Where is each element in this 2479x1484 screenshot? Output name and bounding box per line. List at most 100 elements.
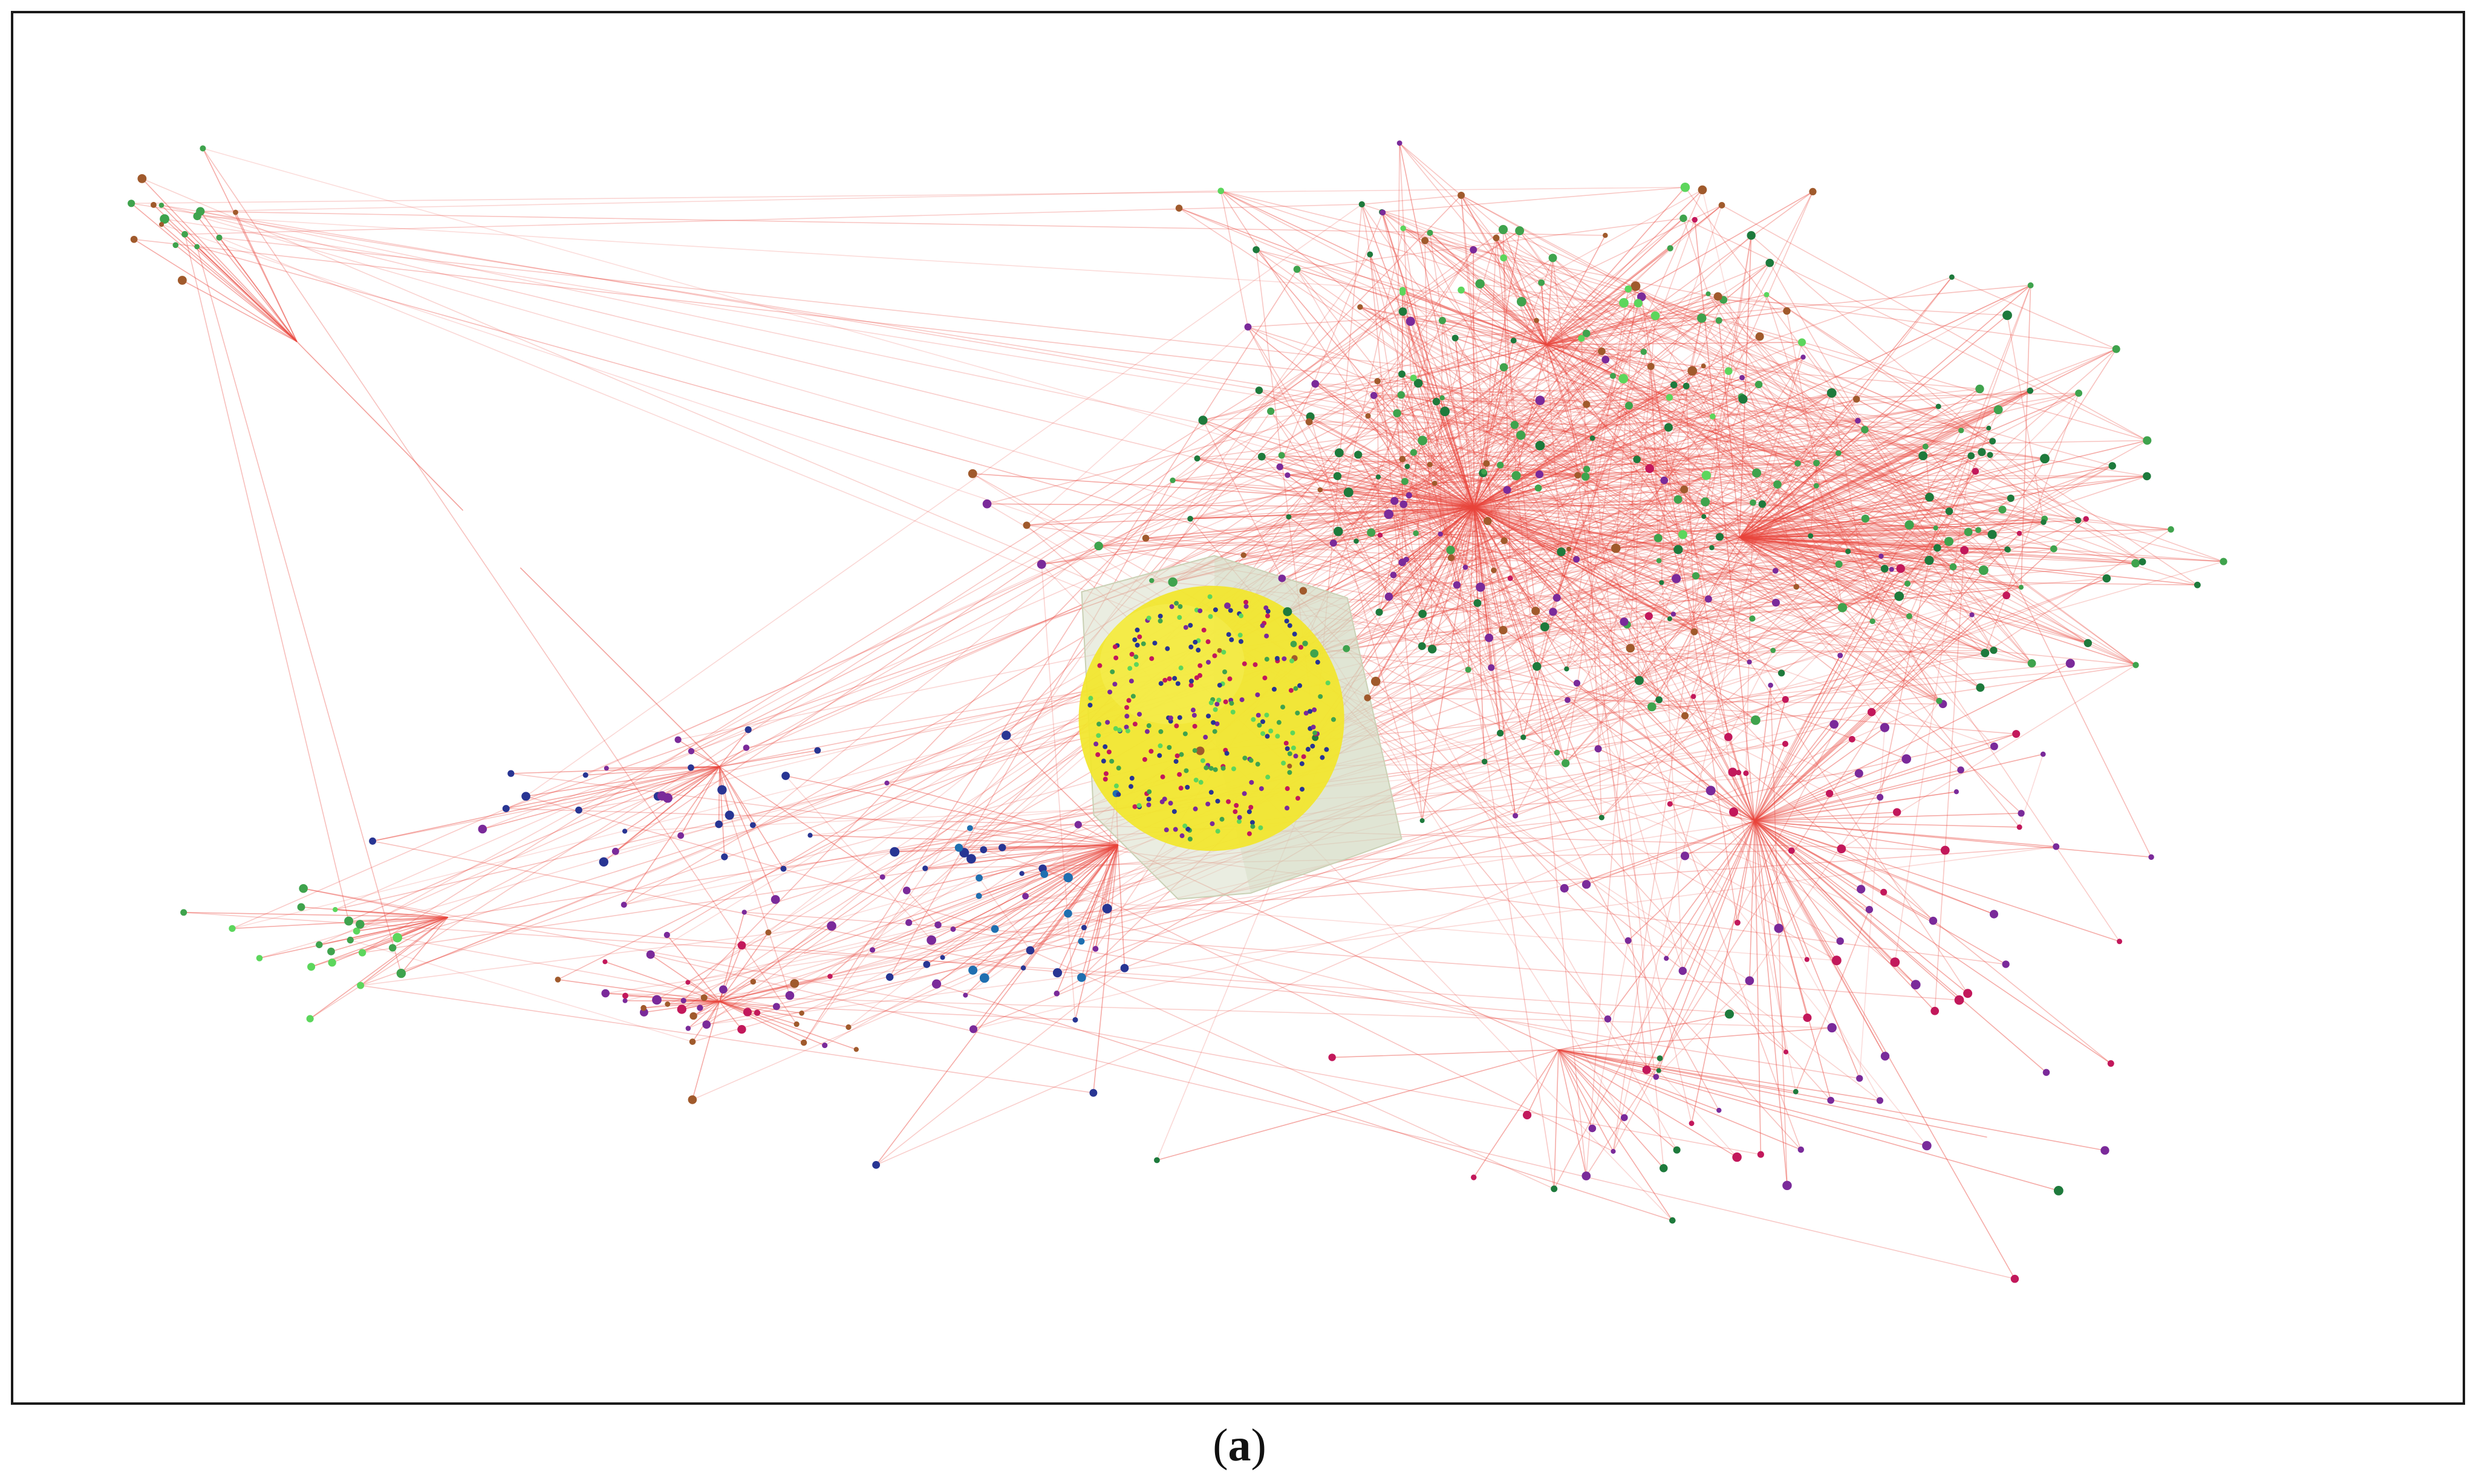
network-node (890, 847, 900, 857)
network-edge (1684, 357, 1804, 716)
network-edge (1348, 370, 1729, 493)
network-edge (1378, 351, 1603, 613)
network-edge (1357, 454, 1389, 515)
network-edge (1473, 1049, 1559, 1178)
network-node (2143, 436, 2152, 445)
network-edge (232, 337, 1582, 929)
network-node (582, 772, 588, 778)
network-edge (1739, 510, 1950, 538)
network-node (200, 145, 206, 152)
network-edge (331, 917, 448, 952)
network-node (1510, 337, 1517, 344)
network-edge (1648, 616, 1756, 821)
network-edge (1373, 395, 1516, 816)
network-edge (1402, 227, 2148, 441)
network-node (1534, 484, 1542, 492)
network-edge (1692, 370, 2224, 562)
network-edge (131, 186, 1686, 204)
network-edge (200, 210, 1892, 570)
network-edge (1585, 316, 1656, 1176)
network-edge (907, 844, 1118, 891)
network-node (1240, 552, 1246, 558)
network-edge (1705, 501, 1740, 538)
network-edge (1338, 452, 1451, 559)
network-node (1357, 304, 1363, 310)
network-node (1836, 450, 1842, 457)
network-node (1511, 470, 1521, 481)
network-node (1724, 1009, 1735, 1019)
network-edge (1754, 743, 1786, 821)
network-edge (752, 292, 1403, 826)
network-edge (131, 203, 298, 342)
network-edge (1612, 342, 1803, 1152)
network-node (1238, 639, 1243, 644)
network-edge (657, 766, 720, 797)
network-edge (1535, 348, 2117, 611)
network-node (1969, 612, 1975, 617)
network-node (1771, 598, 1780, 607)
network-edge (161, 204, 1757, 474)
network-edge (1676, 529, 2171, 579)
network-edge (1474, 472, 1757, 508)
network-edge (1473, 437, 1593, 508)
network-node (1496, 729, 1504, 737)
network-edge (197, 215, 298, 342)
network-node (328, 958, 336, 967)
network-edge (1434, 483, 1474, 508)
network-node (1565, 697, 1571, 703)
figure-caption: (a) (0, 1418, 2479, 1473)
network-edge (650, 954, 720, 1002)
network-edge (1566, 191, 1814, 669)
network-edge (1473, 507, 1536, 611)
network-edge (1754, 470, 1976, 821)
network-node (1855, 417, 1861, 424)
network-node (1813, 483, 1819, 489)
network-node (622, 998, 628, 1003)
network-node (1217, 683, 1222, 688)
network-edge (1723, 299, 2008, 316)
network-node (1619, 298, 1629, 308)
network-edge (1496, 238, 1660, 700)
network-edge (1739, 390, 2031, 538)
network-edge (1399, 143, 1687, 387)
network-node (827, 921, 836, 931)
network-node (1601, 356, 1610, 363)
network-node (1315, 660, 1320, 665)
network-edge (1006, 735, 1118, 845)
network-edge (1287, 474, 1474, 508)
network-node (1535, 395, 1545, 405)
network-edge (1535, 392, 1832, 611)
network-edge (1444, 411, 1474, 508)
network-node (1865, 905, 1874, 914)
network-node (1535, 470, 1544, 478)
network-edge (1396, 412, 1993, 535)
network-graph (128, 140, 2227, 1283)
network-node (1217, 187, 1225, 194)
network-edge (1516, 475, 1587, 1176)
network-edge (803, 268, 1298, 1043)
network-edge (1739, 531, 1969, 538)
network-node (1264, 712, 1269, 718)
network-edge (1360, 306, 1990, 456)
network-edge (972, 473, 1837, 961)
network-edge (1473, 507, 1774, 651)
network-edge (1399, 143, 1777, 604)
network-edge (218, 237, 298, 342)
network-node (1265, 608, 1271, 614)
network-node (1026, 946, 1035, 955)
network-node (807, 833, 813, 838)
network-node (1438, 531, 1443, 537)
network-edge (1566, 288, 1629, 669)
network-node (1295, 796, 1300, 801)
network-edge (1742, 377, 2136, 666)
network-node (1750, 715, 1761, 725)
network-edge (1739, 458, 2045, 538)
network-edge (1373, 285, 1636, 396)
network-edge (1454, 337, 1516, 816)
network-edge (311, 917, 448, 968)
network-edge (1546, 344, 1713, 417)
network-edge (558, 979, 720, 1003)
network-edge (1106, 845, 1119, 909)
network-edge (219, 237, 1870, 910)
network-edge (1424, 240, 1547, 345)
